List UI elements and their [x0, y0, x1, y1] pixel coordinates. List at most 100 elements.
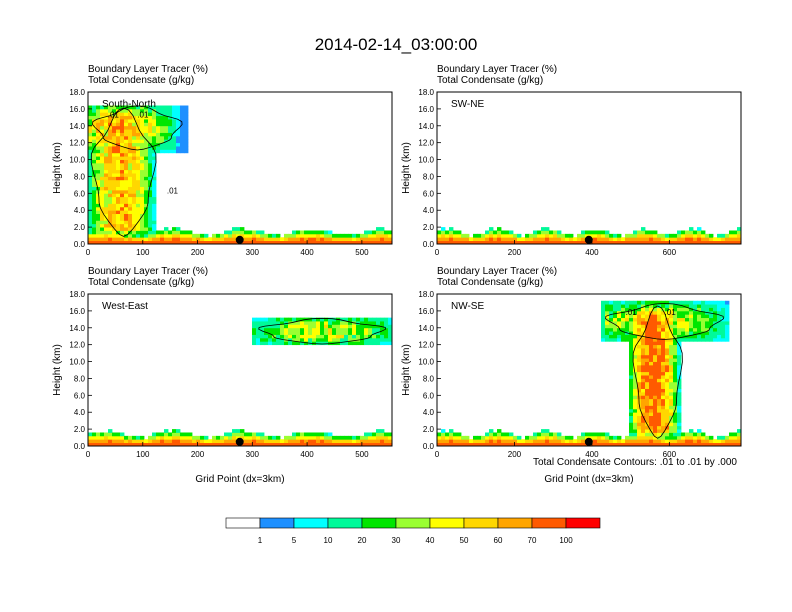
heatmap-cell	[136, 173, 141, 177]
heatmap-cell	[120, 159, 125, 164]
x-tick-label: 0	[435, 450, 440, 459]
heatmap-cell	[316, 230, 321, 235]
heatmap-cell	[529, 442, 534, 447]
heatmap-cell	[100, 237, 105, 242]
heatmap-cell	[148, 213, 153, 218]
heatmap-cell	[677, 341, 682, 346]
heatmap-cell	[653, 368, 658, 373]
heatmap-cell	[665, 364, 670, 369]
heatmap-cell	[268, 317, 273, 322]
heatmap-cell	[188, 439, 193, 444]
heatmap-cell	[92, 162, 97, 167]
heatmap-cell	[124, 206, 129, 211]
heatmap-cell	[104, 216, 109, 221]
heatmap-cell	[256, 334, 261, 339]
heatmap-cell	[120, 152, 125, 157]
heatmap-cell	[148, 115, 153, 120]
heatmap-cell	[493, 432, 498, 437]
heatmap-cell	[176, 139, 181, 144]
heatmap-cell	[88, 135, 93, 140]
heatmap-cell	[697, 310, 702, 315]
heatmap-cell	[356, 317, 361, 322]
heatmap-cell	[709, 233, 714, 238]
heatmap-cell	[629, 337, 634, 342]
heatmap-cell	[132, 240, 137, 245]
heatmap-cell	[92, 125, 97, 130]
heatmap-cell	[697, 327, 702, 332]
heatmap-cell	[376, 334, 381, 339]
heatmap-cell	[653, 398, 658, 403]
heatmap-cell	[641, 405, 646, 410]
heatmap-cell	[88, 200, 93, 204]
heatmap-cell	[140, 230, 145, 235]
heatmap-cell	[112, 125, 117, 130]
panel-west-east: Boundary Layer Tracer (%)Total Condensat…	[52, 266, 393, 485]
heatmap-cell	[180, 240, 185, 245]
heatmap-cell	[100, 227, 105, 231]
heatmap-cell	[573, 237, 578, 242]
heatmap-cell	[717, 310, 722, 315]
heatmap-cell	[593, 237, 598, 242]
heatmap-cell	[657, 321, 662, 325]
heatmap-cell	[112, 220, 117, 225]
heatmap-cell	[132, 210, 137, 214]
heatmap-cell	[212, 435, 217, 440]
x-tick-label: 400	[585, 450, 599, 459]
heatmap-cell	[232, 227, 237, 231]
heatmap-cell	[701, 327, 706, 332]
heatmap-cell	[733, 237, 738, 242]
location-marker	[235, 235, 244, 244]
heatmap-cell	[653, 307, 658, 312]
heatmap-cell	[657, 375, 662, 379]
heatmap-cell	[697, 307, 702, 312]
heatmap-cell	[328, 233, 333, 238]
heatmap-cell	[605, 240, 610, 245]
heatmap-cell	[104, 230, 109, 235]
heatmap-cell	[376, 341, 381, 346]
heatmap-cell	[617, 337, 622, 342]
heatmap-cell	[316, 240, 321, 245]
heatmap-cell	[324, 321, 329, 325]
heatmap-cell	[132, 196, 137, 201]
heatmap-cell	[136, 196, 141, 201]
heatmap-cell	[461, 233, 466, 238]
heatmap-cell	[300, 237, 305, 242]
heatmap-cell	[152, 179, 157, 184]
heatmap-cell	[356, 442, 361, 447]
heatmap-cell	[124, 112, 129, 117]
heatmap-cell	[633, 361, 638, 366]
heatmap-cell	[136, 159, 141, 164]
heatmap-cell	[88, 203, 93, 208]
heatmap-cell	[296, 317, 301, 322]
heatmap-cell	[148, 112, 153, 117]
heatmap-cell	[96, 173, 101, 177]
heatmap-cell	[633, 385, 638, 389]
heatmap-cell	[104, 206, 109, 211]
heatmap-cell	[360, 321, 365, 325]
heatmap-cell	[641, 348, 646, 352]
heatmap-cell	[653, 354, 658, 359]
heatmap-cell	[501, 233, 506, 238]
heatmap-cell	[649, 240, 654, 245]
heatmap-cell	[364, 324, 369, 329]
heatmap-cell	[88, 139, 93, 144]
heatmap-cell	[116, 439, 121, 444]
heatmap-cell	[633, 314, 638, 319]
heatmap-cell	[96, 162, 101, 167]
heatmap-cell	[453, 237, 458, 242]
heatmap-cell	[316, 442, 321, 447]
heatmap-cell	[128, 210, 133, 214]
heatmap-cell	[721, 240, 726, 245]
heatmap-cell	[581, 435, 586, 440]
heatmap-cell	[124, 189, 129, 194]
heatmap-cell	[104, 156, 109, 160]
heatmap-cell	[152, 166, 157, 171]
heatmap-cell	[116, 210, 121, 214]
heatmap-cell	[264, 327, 269, 332]
y-tick-label: 14.0	[69, 122, 85, 131]
panel-subtitle-line: Total Condensate (g/kg)	[437, 75, 543, 86]
heatmap-cell	[473, 233, 478, 238]
heatmap-cell	[304, 230, 309, 235]
heatmap-cell	[344, 237, 349, 242]
heatmap-cell	[669, 314, 674, 319]
